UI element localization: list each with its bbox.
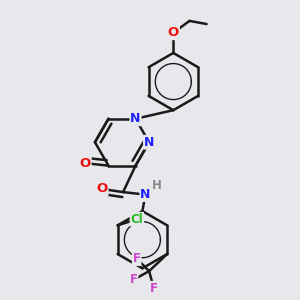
Text: F: F	[130, 273, 138, 286]
Text: Cl: Cl	[130, 213, 143, 226]
Text: O: O	[80, 157, 91, 170]
Text: F: F	[133, 252, 141, 265]
Text: F: F	[150, 282, 158, 295]
Text: O: O	[96, 182, 108, 196]
Text: N: N	[130, 112, 141, 125]
Text: H: H	[152, 179, 162, 192]
Text: O: O	[168, 26, 179, 39]
Text: N: N	[144, 136, 154, 149]
Text: N: N	[140, 188, 151, 201]
